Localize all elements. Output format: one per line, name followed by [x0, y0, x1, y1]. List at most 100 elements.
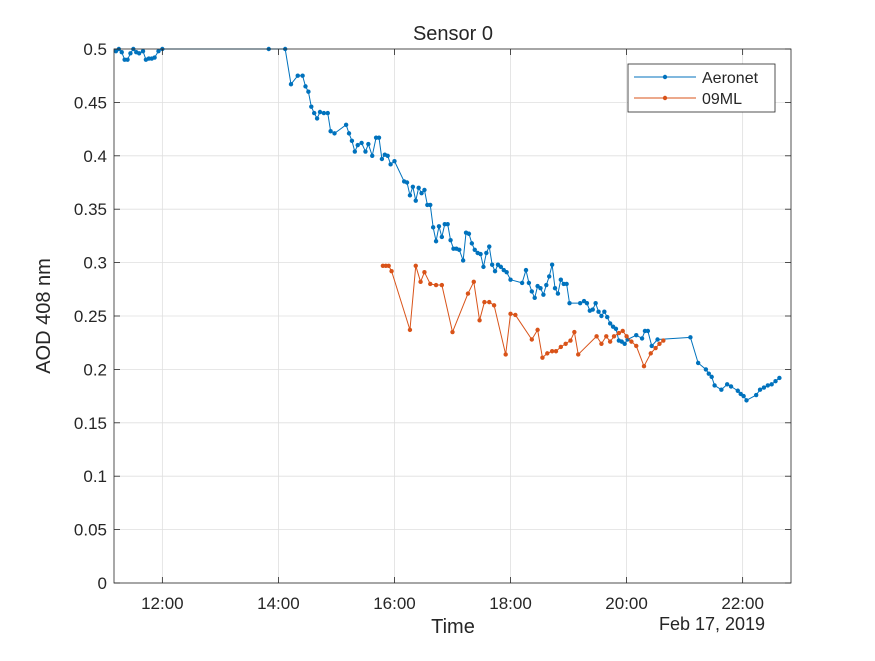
chart-title: Sensor 0	[413, 23, 493, 45]
y-tick-label: 0.25	[74, 307, 107, 326]
series-09ml-point	[439, 282, 445, 288]
series-aeronet-point	[544, 282, 549, 288]
series-aeronet-point	[703, 367, 709, 372]
y-axis-label: AOD 408 nm	[33, 258, 55, 374]
series-09ml-point	[657, 341, 662, 346]
series-09ml-point	[553, 349, 559, 354]
series-aeronet-point	[457, 247, 462, 252]
x-tick-label: 16:00	[373, 594, 416, 613]
series-aeronet-point	[519, 280, 525, 286]
series-aeronet-point	[549, 262, 555, 267]
series-aeronet-point	[332, 131, 337, 136]
y-axis-ticks: 0 0.05 0.1 0.15 0.2 0.25 0.3 0.35 0.4 0.45 0.5	[74, 40, 791, 593]
series-aeronet-point	[422, 187, 427, 193]
series-aeronet-point	[469, 241, 475, 246]
series-aeronet-point	[602, 309, 607, 314]
y-tick-label: 0.35	[74, 200, 107, 219]
series-aeronet-point	[355, 142, 360, 148]
series-09ml-point	[563, 341, 568, 346]
y-tick-label: 0.3	[83, 254, 107, 273]
series-aeronet-point	[508, 277, 513, 282]
series-aeronet-point	[416, 185, 421, 191]
series-aeronet-point	[119, 50, 124, 55]
series-aeronet-point	[773, 378, 778, 384]
series-aeronet-point	[152, 55, 157, 60]
series-aeronet-point	[590, 307, 595, 312]
series-aeronet-point	[413, 198, 418, 203]
y-tick-label: 0.4	[83, 147, 107, 166]
series-aeronet-point	[564, 281, 569, 287]
series-09ml-point	[624, 334, 629, 339]
series-aeronet-point	[349, 138, 355, 144]
series-aeronet-point	[639, 336, 645, 341]
series-09ml-point	[422, 270, 427, 275]
series-09ml-point	[491, 303, 497, 308]
y-tick-label: 0.2	[83, 360, 107, 379]
series-aeronet-point	[489, 262, 495, 267]
series-aeronet-point	[366, 141, 371, 147]
series-aeronet-point	[547, 274, 552, 279]
series-aeronet-point	[376, 135, 382, 140]
series-aeronet-point	[325, 110, 330, 116]
series-09ml-point	[629, 339, 634, 344]
series-aeronet-point	[478, 251, 483, 257]
series-aeronet-point	[404, 180, 410, 185]
series-aeronet-point	[363, 149, 368, 154]
series-aeronet-point	[460, 258, 466, 263]
series-09ml-point	[641, 364, 647, 369]
series-aeronet-point	[741, 393, 746, 399]
series-aeronet-point	[321, 110, 327, 116]
legend: Aeronet 09ML	[627, 63, 776, 113]
series-aeronet-point	[504, 270, 509, 275]
series-aeronet-point	[584, 300, 590, 306]
legend-box	[627, 63, 776, 113]
series-aeronet-point	[724, 382, 730, 387]
series-aeronet-point	[649, 343, 654, 349]
series-aeronet-point	[352, 149, 358, 154]
series-aeronet-point	[765, 383, 770, 388]
series-aeronet-point	[128, 51, 133, 56]
series-aeronet-point	[487, 244, 492, 249]
series-aeronet-point	[709, 374, 714, 380]
series-09ml-point	[594, 334, 599, 339]
series-aeronet-point	[605, 314, 610, 320]
x-tick-label: 14:00	[257, 594, 300, 613]
legend-aeronet-label: Aeronet	[702, 70, 759, 87]
x-axis-label: Time	[431, 616, 475, 638]
series-09ml-point	[648, 351, 653, 356]
series-aeronet-point	[317, 109, 323, 115]
series-09ml-point	[428, 281, 433, 287]
series-aeronet-point	[136, 51, 142, 56]
series-aeronet-point	[744, 398, 749, 403]
series-aeronet-point	[346, 131, 352, 136]
series-aeronet-point	[125, 57, 130, 62]
series-aeronet-point	[472, 247, 477, 252]
legend-09ml-marker	[662, 95, 668, 101]
series-09ml-point	[661, 338, 666, 343]
series-09ml-point	[620, 328, 625, 334]
series-aeronet-point	[552, 286, 558, 291]
series-aeronet-point	[312, 110, 317, 116]
series-aeronet-point	[448, 237, 453, 243]
series-aeronet-point	[695, 360, 701, 366]
series-09ml-point	[508, 311, 513, 317]
series-aeronet-point	[370, 153, 375, 158]
series-09ml-point	[611, 334, 617, 339]
series-aeronet-point	[481, 264, 486, 270]
series-aeronet-point	[309, 104, 314, 109]
y-tick-label: 0	[98, 574, 107, 593]
y-tick-label: 0.05	[74, 521, 107, 540]
series-aeronet-point	[303, 84, 308, 89]
series-layer	[113, 46, 782, 403]
series-09ml-point	[433, 282, 439, 288]
series-09ml-point	[487, 299, 492, 305]
series-aeronet-point	[433, 239, 439, 244]
series-aeronet-point	[706, 371, 711, 376]
x-tick-label: 12:00	[141, 594, 184, 613]
series-aeronet-point	[529, 289, 535, 294]
series-aeronet-point	[532, 295, 537, 301]
legend-09ml-label: 09ML	[702, 91, 742, 108]
series-09ml-point	[568, 338, 573, 343]
series-aeronet-point	[719, 387, 724, 392]
